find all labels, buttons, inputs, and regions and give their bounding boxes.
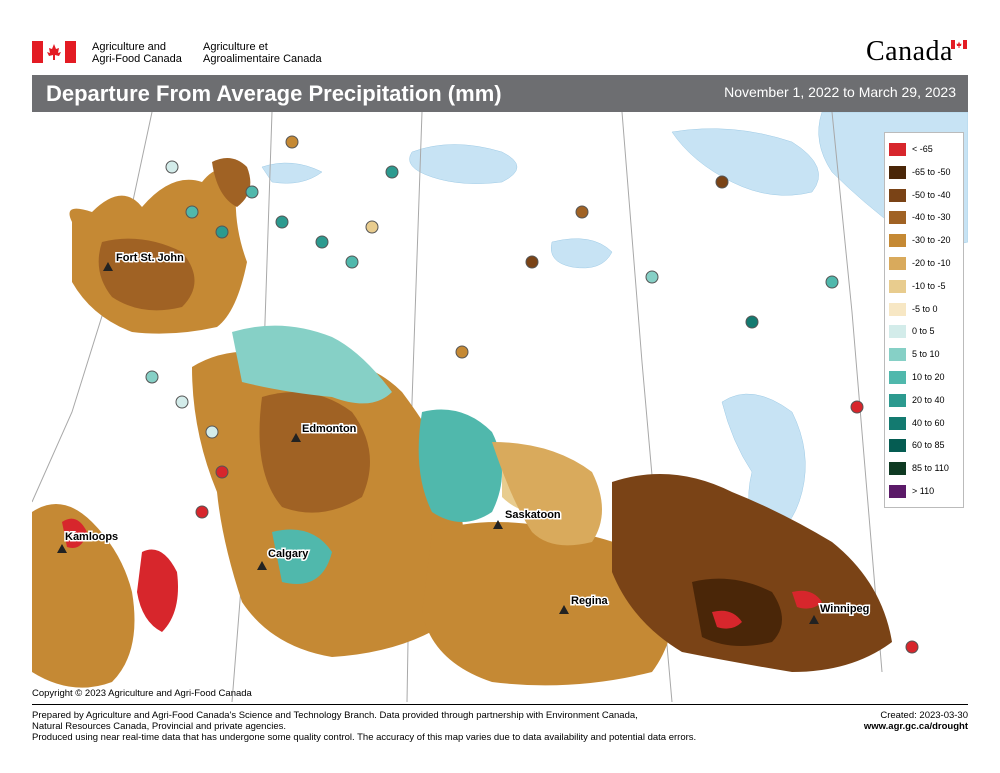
footer-divider [32, 704, 968, 705]
legend-swatch [889, 439, 906, 453]
city-label-calgary: Calgary [268, 548, 309, 560]
city-label-edmonton: Edmonton [302, 423, 357, 435]
legend-label: -65 to -50 [912, 166, 951, 177]
legend-swatch [889, 188, 906, 202]
wordmark-flag-icon [951, 40, 967, 49]
legend-item: -20 to -10 [889, 255, 963, 273]
legend-swatch [889, 165, 906, 179]
source-url[interactable]: www.agr.gc.ca/drought [863, 721, 968, 732]
precip-regions [32, 158, 892, 688]
legend-item: 10 to 20 [889, 369, 963, 387]
legend-label: -30 to -20 [912, 235, 951, 246]
footer-line-2: Natural Resources Canada, Provincial and… [32, 721, 286, 732]
legend-item: 20 to 40 [889, 392, 963, 410]
legend-item: -30 to -20 [889, 232, 963, 250]
legend-swatch [889, 257, 906, 270]
legend-label: > 110 [912, 486, 935, 496]
legend-swatch [889, 348, 906, 362]
legend-label: -50 to -40 [912, 189, 951, 200]
city-label-regina: Regina [571, 595, 609, 607]
legend-swatch [889, 325, 906, 339]
legend-item: -65 to -50 [889, 164, 963, 182]
legend-swatch [889, 211, 906, 225]
legend-item: < -65 [889, 141, 963, 159]
precipitation-map: Fort St. John Edmonton Kamloops Calgary … [32, 112, 968, 702]
legend-item: 85 to 110 [889, 460, 963, 478]
city-label-kamloops: Kamloops [65, 531, 118, 543]
legend-label: 20 to 40 [912, 394, 945, 405]
created-date: Created: 2023-03-30 [880, 710, 968, 721]
legend-item: 60 to 85 [889, 437, 963, 455]
date-range: November 1, 2022 to March 29, 2023 [724, 84, 956, 100]
legend-label: 60 to 85 [912, 440, 945, 451]
legend-item: > 110 [889, 483, 963, 501]
legend-swatch [889, 279, 906, 293]
copyright: Copyright © 2023 Agriculture and Agri-Fo… [32, 688, 252, 699]
legend-label: -40 to -30 [912, 212, 951, 223]
city-label-fort-st-john: Fort St. John [116, 252, 184, 264]
legend-label: 0 to 5 [912, 326, 935, 337]
canada-wordmark: Canada [866, 36, 953, 67]
city-markers [57, 262, 819, 624]
legend-label: 10 to 20 [912, 372, 945, 382]
footer-line-1: Prepared by Agriculture and Agri-Food Ca… [32, 710, 638, 721]
legend-label: 5 to 10 [912, 349, 940, 360]
legend-swatch [889, 302, 906, 316]
legend-item: 5 to 10 [889, 346, 963, 364]
city-labels: Fort St. John Edmonton Kamloops Calgary … [64, 251, 871, 617]
legend-label: < -65 [912, 144, 933, 154]
org-name-english: Agriculture and Agri-Food Canada [92, 41, 182, 65]
legend-swatch [889, 371, 906, 384]
canada-flag-icon [32, 41, 76, 63]
footer-line-3: Produced using near real-time data that … [32, 732, 697, 743]
title-bar: Departure From Average Precipitation (mm… [32, 75, 968, 112]
legend-label: -5 to 0 [912, 303, 938, 314]
legend-label: 40 to 60 [912, 417, 945, 428]
legend-item: -10 to -5 [889, 278, 963, 296]
legend-item: -40 to -30 [889, 209, 963, 227]
city-label-winnipeg: Winnipeg [820, 603, 869, 615]
org-name-french: Agriculture et Agroalimentaire Canada [203, 41, 322, 65]
station-dots [145, 135, 919, 654]
legend-item: 0 to 5 [889, 323, 963, 341]
header: Agriculture and Agri-Food Canada Agricul… [0, 0, 1000, 75]
legend-label: -20 to -10 [912, 258, 951, 268]
legend-swatch [889, 234, 906, 248]
legend-swatch [889, 416, 906, 430]
legend-item: -50 to -40 [889, 187, 963, 205]
legend-swatch [889, 485, 906, 498]
legend-label: -10 to -5 [912, 280, 946, 291]
map-title: Departure From Average Precipitation (mm… [46, 81, 502, 106]
legend-item: 40 to 60 [889, 415, 963, 433]
city-label-saskatoon: Saskatoon [505, 509, 561, 521]
legend-swatch [889, 462, 906, 476]
legend-swatch [889, 143, 906, 156]
legend: < -65 -65 to -50 -50 to -40 -40 to -30 -30 t… [884, 132, 964, 508]
legend-item: -5 to 0 [889, 301, 963, 319]
legend-label: 85 to 110 [912, 463, 949, 474]
legend-swatch [889, 393, 906, 407]
